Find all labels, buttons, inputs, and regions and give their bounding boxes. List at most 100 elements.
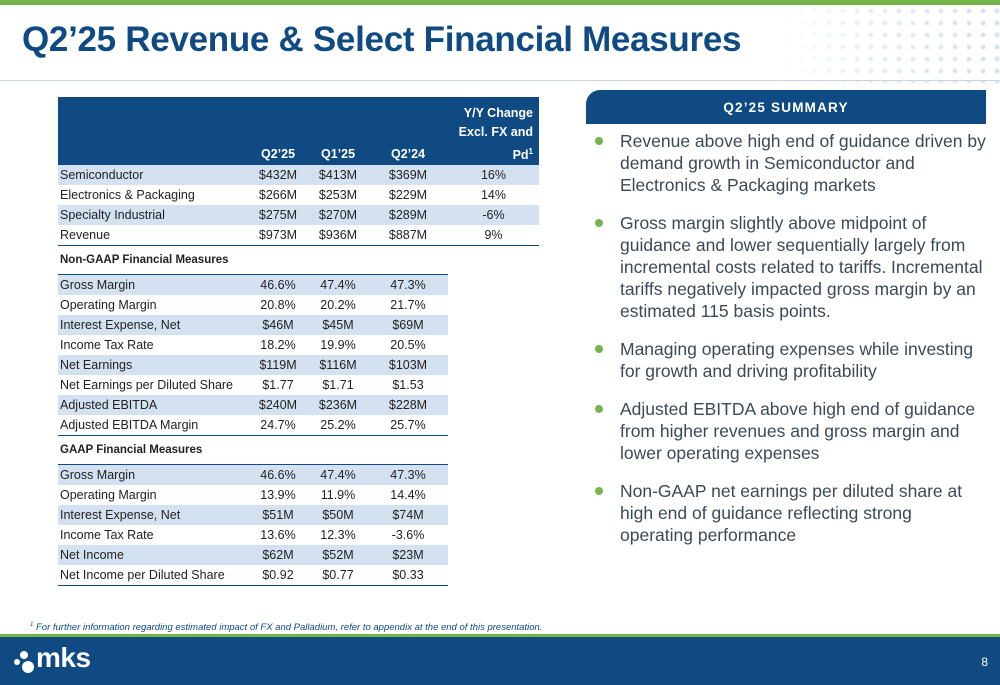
table-row: Net Earnings $119M $116M $103M [58, 355, 539, 375]
decorative-dot-pattern [780, 5, 1000, 83]
table-row: Gross Margin 46.6% 47.4% 47.3% [58, 274, 539, 295]
summary-text: Revenue above high end of guidance drive… [620, 131, 986, 195]
cell-q225: $275M [248, 205, 308, 225]
cell-q224: $74M [368, 505, 448, 525]
cell-q125: $936M [308, 225, 368, 246]
header-yy-line2: Excl. FX and [458, 124, 533, 139]
cell-q125: 47.4% [308, 464, 368, 485]
cell-q225: $119M [248, 355, 308, 375]
summary-bullet: Non-GAAP net earnings per diluted share … [594, 480, 989, 546]
row-label: Revenue [58, 225, 248, 246]
section-title-row: GAAP Financial Measures [58, 435, 539, 465]
cell-q225: 46.6% [248, 464, 308, 485]
cell-yy: 14% [480, 188, 507, 202]
summary-header: Q2’25 SUMMARY [586, 90, 986, 124]
row-label: Interest Expense, Net [58, 505, 248, 525]
table-row: Net Income $62M $52M $23M [58, 545, 539, 565]
header-yy-line3: Pd1 [448, 142, 533, 165]
header-q125: Q1’25 [308, 97, 368, 165]
summary-bullet: Adjusted EBITDA above high end of guidan… [594, 398, 989, 464]
page-number: 8 [981, 655, 988, 669]
cell-q224: $229M [388, 188, 428, 202]
table-row: Interest Expense, Net $51M $50M $74M [58, 505, 539, 525]
cell-q225: 13.9% [260, 488, 296, 502]
cell-q125: $253M [318, 188, 358, 202]
header-q225: Q2’25 [248, 97, 308, 165]
row-label: Electronics & Packaging [60, 188, 195, 202]
cell-q225: $973M [248, 225, 308, 246]
row-label: Income Tax Rate [60, 528, 154, 542]
row-label: Net Earnings [58, 355, 248, 375]
summary-list: Revenue above high end of guidance drive… [594, 130, 989, 562]
table-row: Net Earnings per Diluted Share $1.77 $1.… [58, 375, 539, 395]
cell-q125: $45M [308, 315, 368, 335]
summary-bullet: Managing operating expenses while invest… [594, 338, 989, 382]
cell-q224: 47.3% [368, 274, 448, 295]
table-row: Interest Expense, Net $46M $45M $69M [58, 315, 539, 335]
table-row: Gross Margin 46.6% 47.4% 47.3% [58, 464, 539, 485]
bullet-dot-icon [595, 345, 603, 353]
cell-q224: 14.4% [390, 488, 426, 502]
cell-q225: 18.2% [260, 338, 296, 352]
table-row: Income Tax Rate 13.6% 12.3% -3.6% [58, 525, 539, 545]
footer-bar: mks 8 [0, 637, 1000, 685]
cell-yy: 16% [448, 165, 539, 185]
cell-q125: 19.9% [320, 338, 356, 352]
cell-q125: $413M [308, 165, 368, 185]
row-label: Semiconductor [58, 165, 248, 185]
header-q224: Q2’24 [368, 97, 448, 165]
row-label: Operating Margin [60, 298, 157, 312]
title-divider [0, 80, 1000, 81]
row-label: Adjusted EBITDA [58, 395, 248, 415]
cell-q125: $52M [308, 545, 368, 565]
gaap-section-title: GAAP Financial Measures [58, 435, 248, 465]
cell-q125: $0.77 [308, 565, 368, 586]
cell-q225: $432M [248, 165, 308, 185]
row-label: Interest Expense, Net [58, 315, 248, 335]
cell-q225: $62M [248, 545, 308, 565]
cell-q125: 20.2% [320, 298, 356, 312]
summary-text: Adjusted EBITDA above high end of guidan… [620, 399, 976, 463]
cell-yy: -6% [448, 205, 539, 225]
row-label: Net Income [58, 545, 248, 565]
cell-q125: 47.4% [308, 274, 368, 295]
bullet-dot-icon [595, 219, 603, 227]
summary-text: Managing operating expenses while invest… [620, 339, 974, 381]
row-label: Operating Margin [60, 488, 157, 502]
table-row: Adjusted EBITDA $240M $236M $228M [58, 395, 539, 415]
table-row: Income Tax Rate 18.2% 19.9% 20.5% [58, 335, 539, 355]
row-label: Net Income per Diluted Share [58, 565, 248, 586]
cell-q224: $289M [368, 205, 448, 225]
cell-q125: $50M [308, 505, 368, 525]
cell-q224: $369M [368, 165, 448, 185]
cell-q224: $228M [368, 395, 448, 415]
cell-q125: 11.9% [320, 488, 356, 502]
table-row: Specialty Industrial $275M $270M $289M -… [58, 205, 539, 225]
summary-bullet: Gross margin slightly above midpoint of … [594, 212, 989, 322]
footnote-number: 1 [30, 622, 34, 628]
table-row: Semiconductor $432M $413M $369M 16% [58, 165, 539, 185]
cell-q125: 25.2% [308, 415, 368, 436]
cell-q224: $23M [368, 545, 448, 565]
summary-text: Non-GAAP net earnings per diluted share … [620, 481, 963, 545]
table-row: Adjusted EBITDA Margin 24.7% 25.2% 25.7% [58, 415, 539, 436]
cell-q125: $270M [308, 205, 368, 225]
bullet-dot-icon [595, 405, 603, 413]
footnote-text: For further information regarding estima… [33, 622, 543, 634]
cell-q224: $1.53 [392, 378, 424, 392]
cell-q224: $69M [368, 315, 448, 335]
header-yy-line1: Y/Y Change [463, 105, 533, 120]
cell-q225: $46M [248, 315, 308, 335]
cell-q224: $0.33 [368, 565, 448, 586]
top-accent-rule [0, 0, 1000, 5]
cell-yy: 9% [448, 225, 539, 246]
cell-q225: 20.8% [260, 298, 296, 312]
row-label: Specialty Industrial [58, 205, 248, 225]
row-label: Gross Margin [58, 274, 248, 295]
bullet-dot-icon [595, 137, 603, 145]
page-title: Q2’25 Revenue & Select Financial Measure… [22, 20, 742, 59]
row-label: Net Earnings per Diluted Share [60, 378, 234, 392]
table-row: Operating Margin 13.9% 11.9% 14.4% [58, 485, 539, 505]
cell-q125: $116M [308, 355, 368, 375]
row-label: Adjusted EBITDA Margin [58, 415, 248, 436]
